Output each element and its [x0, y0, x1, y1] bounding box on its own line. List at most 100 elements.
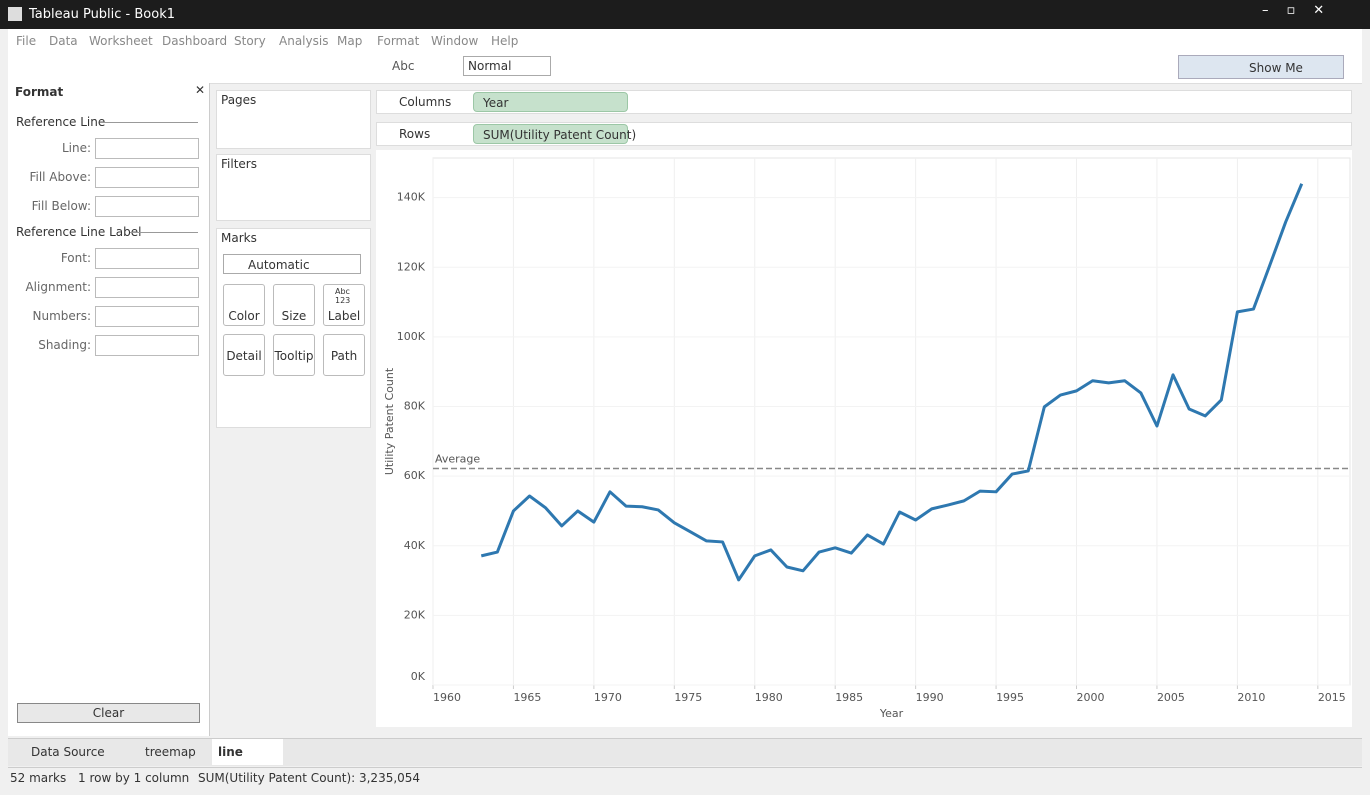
mark-button[interactable]: Path [323, 334, 365, 376]
mark-button-label: Detail [226, 349, 262, 363]
title-bar: Tableau Public - Book1 –▫✕ [0, 0, 1370, 29]
reference-line-label: Average [435, 452, 480, 465]
shelf-label: Columns [399, 95, 452, 109]
x-tick-label: 1975 [674, 691, 702, 704]
section-title: Reference Line [16, 115, 106, 129]
label-icon-text: Abc [335, 287, 350, 296]
filters-card: Filters [216, 154, 371, 221]
field-label: Fill Below: [31, 199, 91, 213]
section-rule [130, 232, 198, 233]
y-tick-label: 0K [411, 670, 426, 683]
shelf: Columns Year [376, 90, 1352, 114]
mark-button[interactable]: Detail [223, 334, 265, 376]
shelf-label: Rows [399, 127, 431, 141]
mark-button[interactable]: Color [223, 284, 265, 326]
card-title: Pages [221, 93, 257, 107]
section-rule [100, 122, 198, 123]
field-dropdown[interactable] [95, 248, 199, 269]
menu-item[interactable]: Story [234, 34, 266, 48]
chart: 1960 1965 1970 1975 1980 1985 1990 1995 2000 2005… [383, 157, 1351, 720]
field-dropdown[interactable] [95, 196, 199, 217]
clear-button[interactable]: Clear [17, 703, 200, 723]
plot-border [432, 157, 1351, 686]
x-tick-label: 1995 [996, 691, 1024, 704]
field-dropdown[interactable] [95, 335, 199, 356]
window-controls[interactable]: –▫✕ [1262, 3, 1343, 18]
y-tick-label: 140K [397, 191, 426, 204]
field-dropdown[interactable] [95, 277, 199, 298]
field-dropdown[interactable] [95, 306, 199, 327]
menu-item[interactable]: Analysis [279, 34, 329, 48]
x-tick-label: 1985 [835, 691, 863, 704]
status-text: SUM(Utility Patent Count): 3,235,054 [198, 771, 421, 785]
toolbar: Abc Normal Show Me [8, 53, 1362, 84]
x-tick-label: 2010 [1237, 691, 1265, 704]
y-tick-label: 80K [404, 400, 426, 413]
field-label: Shading: [38, 338, 91, 352]
menu-item[interactable]: Dashboard [162, 34, 228, 48]
x-tick-label: 2000 [1077, 691, 1105, 704]
x-tick-label: 2005 [1157, 691, 1185, 704]
menu-item[interactable]: Window [431, 34, 479, 48]
field-dropdown[interactable] [95, 138, 199, 159]
y-tick-label: 60K [404, 469, 426, 482]
x-tick-label: 1970 [594, 691, 622, 704]
format-title: Format [15, 85, 64, 99]
y-tick-label: 40K [404, 539, 426, 552]
field-dropdown[interactable] [95, 167, 199, 188]
app-icon [8, 7, 22, 21]
status-text: 52 marks [10, 771, 67, 785]
menu-item[interactable]: Data [49, 34, 78, 48]
y-tick-label: 120K [397, 260, 426, 273]
field-label: Numbers: [32, 309, 92, 323]
mark-button[interactable]: Label [323, 284, 365, 326]
marks-card: Marks Automatic Color Size Label Detail Tool… [216, 228, 371, 428]
window-title: Tableau Public - Book1 [29, 7, 176, 22]
status-text: 1 row by 1 column [78, 771, 190, 785]
y-tick-label: 20K [404, 608, 426, 621]
menu-bar: File Data Worksheet Dashboard Story Analysis M… [8, 29, 1362, 53]
tab[interactable]: treemap [145, 745, 196, 759]
label-icon-text: 123 [335, 296, 351, 305]
pill[interactable]: Year [473, 92, 628, 112]
x-axis-title: Year [879, 707, 904, 720]
shelves: Columns Year Rows SUM(Utility Patent Count) [376, 90, 1352, 148]
mark-button[interactable]: Size [273, 284, 315, 326]
mark-button-label: Color [228, 309, 260, 323]
abc-button[interactable]: Abc [392, 59, 415, 73]
menu-item[interactable]: Worksheet [89, 34, 153, 48]
mark-type-dropdown[interactable]: Automatic [223, 254, 361, 274]
card-title: Filters [221, 157, 257, 171]
mark-button-label: Tooltip [274, 349, 314, 363]
show-me-button[interactable]: Show Me [1178, 55, 1344, 79]
field-label: Alignment: [25, 280, 91, 294]
close-button[interactable]: ✕ [195, 83, 206, 97]
x-tick-label: 1960 [433, 691, 461, 704]
y-axis-title: Utility Patent Count [383, 367, 396, 475]
active-tab [212, 739, 283, 765]
fit-dropdown[interactable]: Normal [463, 56, 551, 76]
x-tick-label: 1980 [755, 691, 783, 704]
pill[interactable]: SUM(Utility Patent Count) [473, 124, 636, 144]
mark-button[interactable]: Tooltip [273, 334, 315, 376]
series-line [480, 183, 1304, 582]
menu-item[interactable]: Format [377, 34, 420, 48]
shelf: Rows SUM(Utility Patent Count) [376, 122, 1352, 146]
y-tick-label: 100K [397, 330, 426, 343]
field-label: Line: [61, 141, 91, 155]
mark-button-label: Size [281, 309, 307, 323]
tab-bar: Data Source treemap line [8, 738, 1362, 766]
x-tick-label: 1990 [916, 691, 944, 704]
mark-button-label: Path [330, 349, 358, 363]
pages-card: Pages [216, 90, 371, 149]
menu-item[interactable]: Map [337, 34, 363, 48]
tab[interactable]: line [218, 745, 243, 759]
x-tick-label: 2015 [1318, 691, 1346, 704]
menu-item[interactable]: Help [491, 34, 519, 48]
format-panel: Format ✕ Clear Reference Line Line: Fill A… [8, 83, 210, 736]
menu-item[interactable]: File [16, 34, 37, 48]
card-title: Marks [221, 231, 257, 245]
view: 1960 1965 1970 1975 1980 1985 1990 1995 2000 2005… [376, 150, 1352, 727]
tab[interactable]: Data Source [31, 745, 105, 759]
